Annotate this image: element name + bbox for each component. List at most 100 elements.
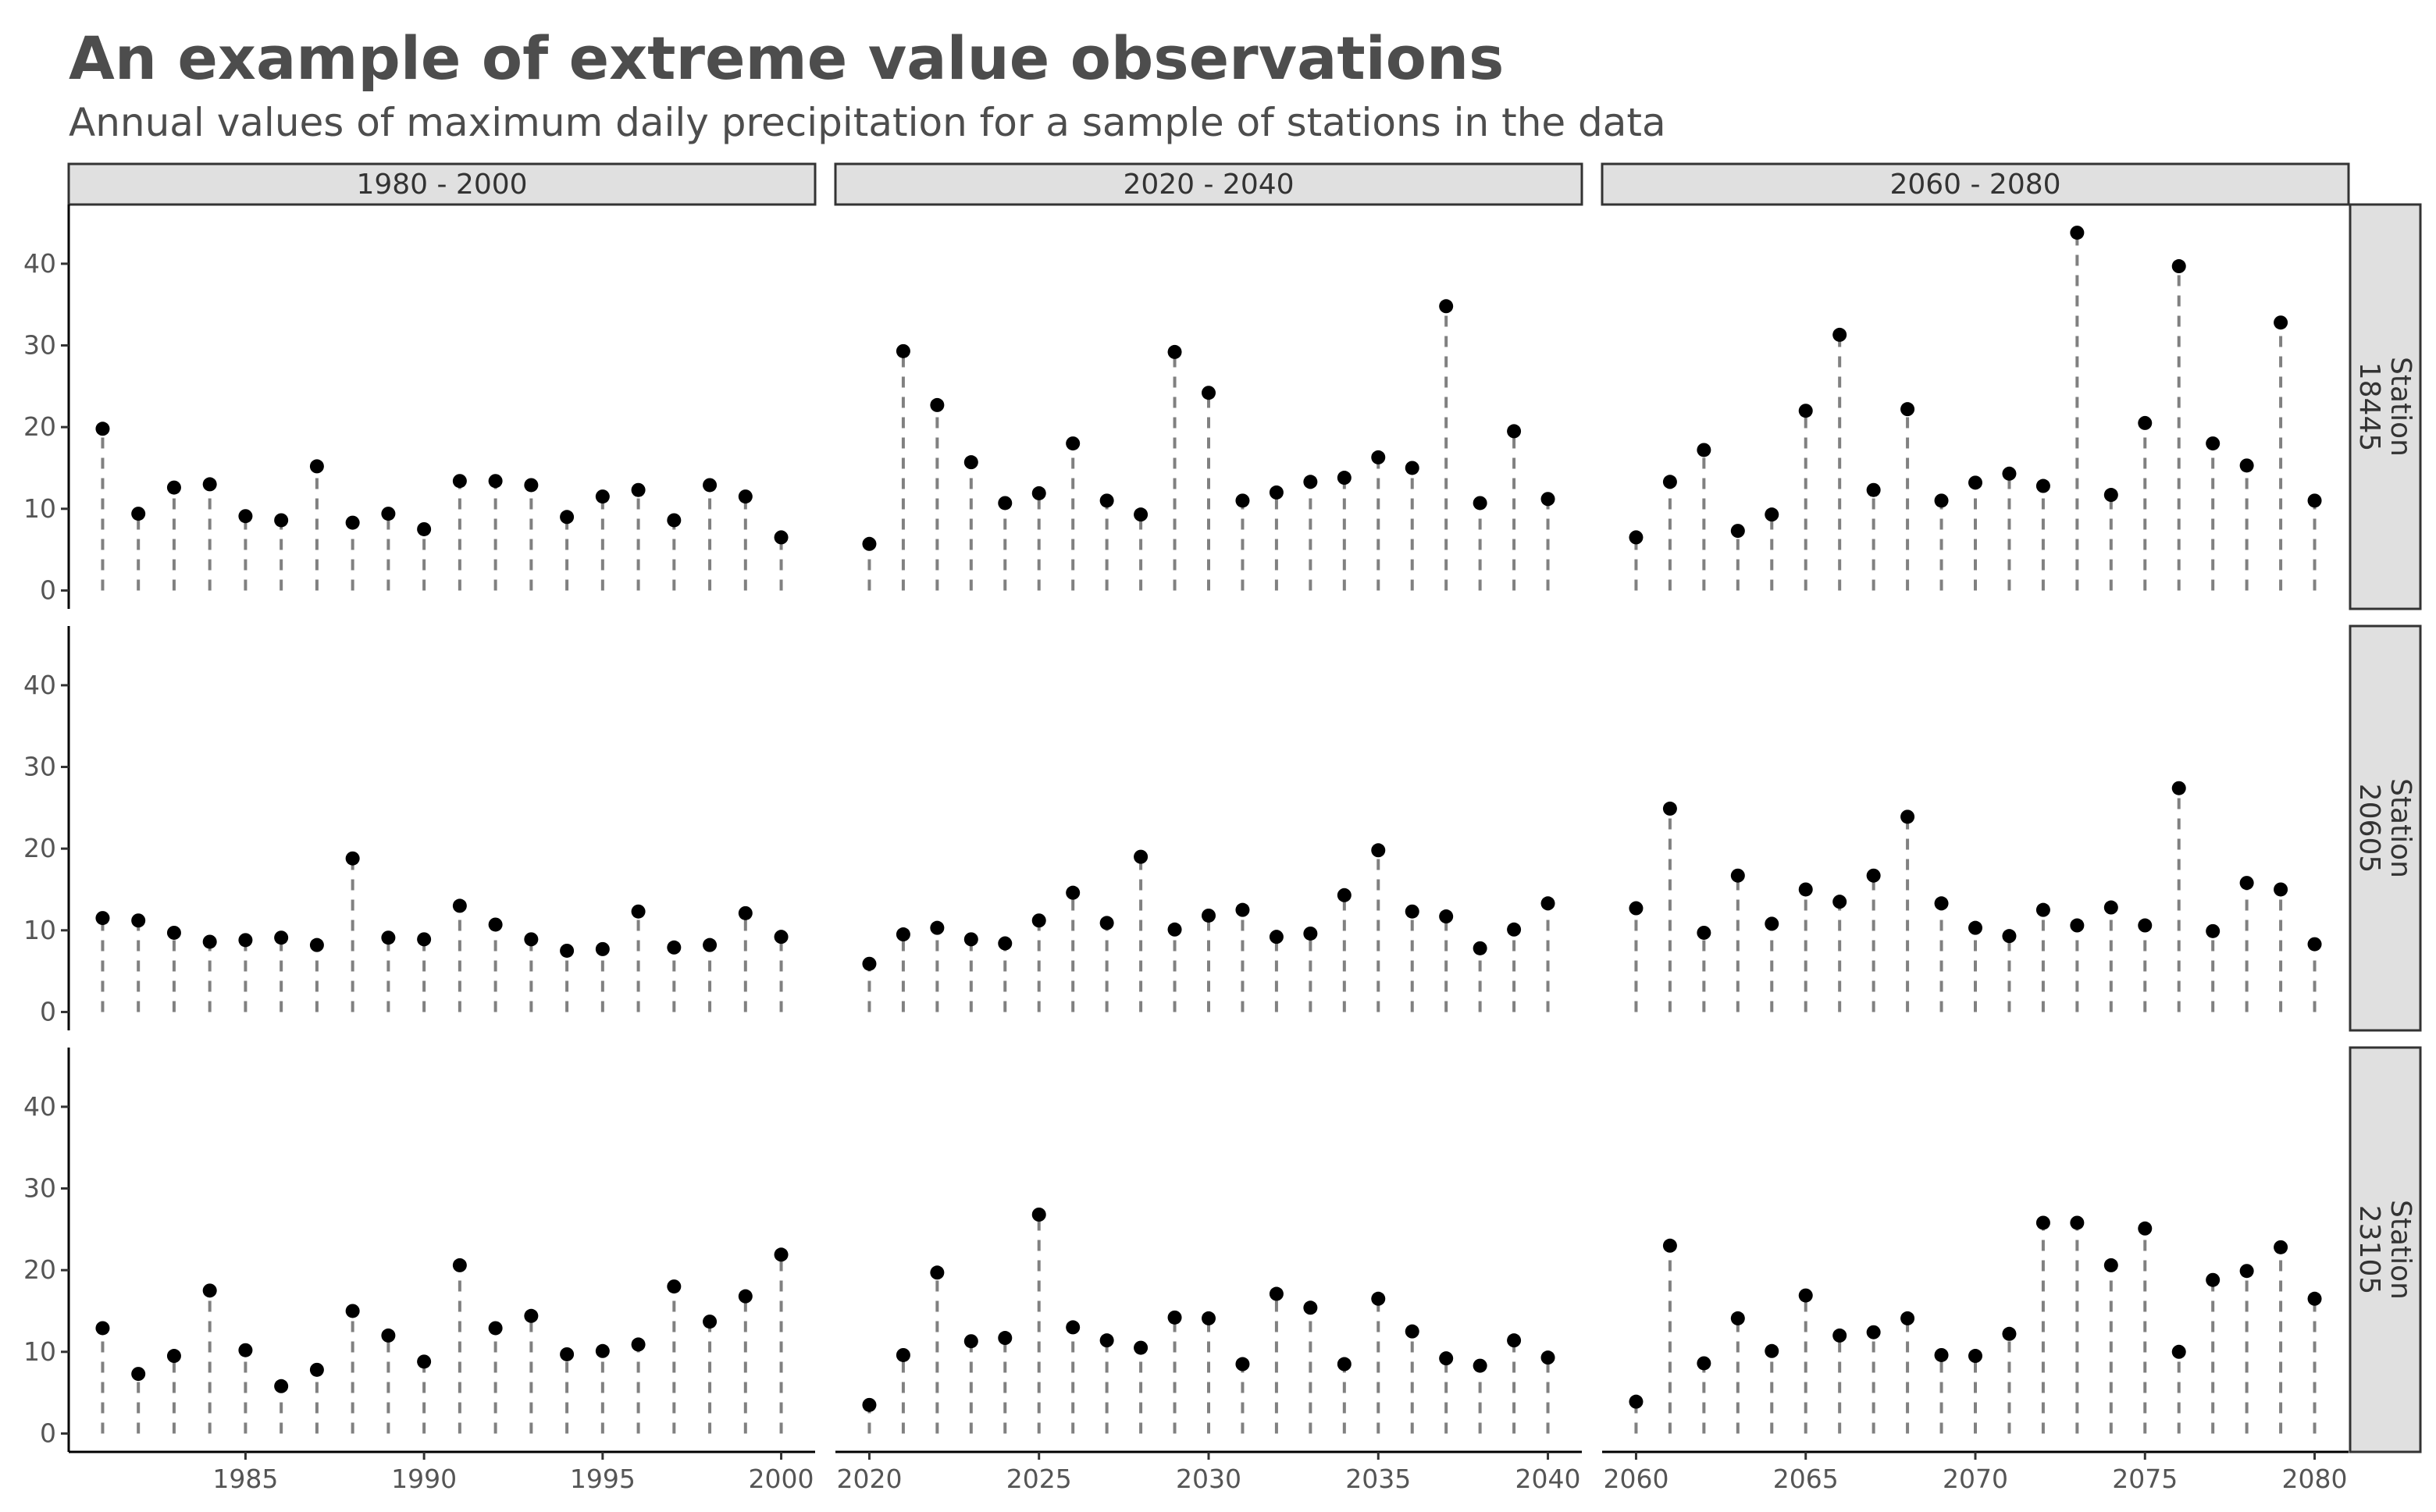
y-axis-tick-label: 40 <box>23 670 56 700</box>
data-point <box>1303 475 1318 489</box>
data-point <box>1832 895 1847 909</box>
data-point <box>2171 1344 2186 1359</box>
data-point <box>381 1328 396 1343</box>
data-point <box>1269 1286 1284 1301</box>
data-point <box>345 515 360 530</box>
data-point <box>1507 1333 1522 1348</box>
data-point <box>417 521 432 536</box>
data-point <box>1303 1300 1318 1315</box>
data-point <box>560 943 575 958</box>
facet-strip-column <box>67 162 817 206</box>
y-axis-tick-label: 20 <box>23 411 56 442</box>
data-point <box>1900 402 1915 417</box>
data-point <box>2239 876 2254 891</box>
facet-strip-column <box>1601 162 2350 206</box>
data-point <box>2138 918 2153 933</box>
data-point <box>309 459 324 474</box>
data-point <box>2138 1221 2153 1236</box>
data-point <box>1765 916 1779 931</box>
facet-strip-row <box>2349 203 2422 610</box>
data-point <box>1765 507 1779 522</box>
data-point <box>1629 901 1644 916</box>
data-point <box>95 1321 110 1336</box>
data-point <box>1697 1356 1711 1371</box>
data-point <box>131 913 146 928</box>
x-axis-tick-label: 1990 <box>391 1464 457 1494</box>
data-point <box>381 507 396 521</box>
data-point <box>1337 471 1352 486</box>
data-point <box>1371 843 1386 858</box>
data-point <box>202 477 217 492</box>
data-point <box>2171 259 2186 274</box>
data-point <box>1798 404 1813 418</box>
data-point <box>1134 1340 1149 1355</box>
data-point <box>2171 781 2186 795</box>
data-point <box>631 904 646 919</box>
data-point <box>1629 530 1644 545</box>
x-axis-tick-label: 2030 <box>1176 1464 1241 1494</box>
data-point <box>1031 486 1046 500</box>
facet-strip-row <box>2349 624 2422 1032</box>
data-point <box>238 1343 253 1357</box>
data-point <box>1235 493 1250 508</box>
data-point <box>1662 475 1677 489</box>
data-point <box>95 911 110 926</box>
data-point <box>1202 1311 1216 1325</box>
data-point <box>1337 1357 1352 1371</box>
data-point <box>998 496 1013 511</box>
data-point <box>274 930 289 945</box>
data-point <box>488 474 503 489</box>
data-point <box>452 898 467 913</box>
data-point <box>1540 492 1555 507</box>
data-point <box>1371 450 1386 464</box>
data-point <box>1662 801 1677 816</box>
data-point <box>1934 896 1949 911</box>
data-point <box>2239 458 2254 473</box>
data-point <box>1765 1343 1779 1358</box>
data-point <box>595 489 610 504</box>
data-point <box>1540 1350 1555 1365</box>
data-point <box>560 1347 575 1361</box>
facet-strip-row-label-line: 20605 <box>2353 784 2385 873</box>
data-point <box>1866 868 1881 883</box>
data-point <box>524 1308 539 1323</box>
data-point <box>1507 922 1522 937</box>
data-point <box>2070 1215 2085 1230</box>
facet-strip-row-label-line: 18445 <box>2353 362 2385 452</box>
data-point <box>774 1247 789 1262</box>
data-point <box>2239 1264 2254 1279</box>
data-point <box>862 956 877 971</box>
data-point <box>1662 1238 1677 1253</box>
x-axis-tick-label: 2065 <box>1773 1464 1839 1494</box>
data-point <box>1099 493 1114 508</box>
x-axis-tick-label: 2075 <box>2112 1464 2178 1494</box>
data-point <box>238 933 253 948</box>
x-axis-tick-label: 2060 <box>1603 1464 1669 1494</box>
data-point <box>862 536 877 551</box>
data-point <box>1066 885 1081 900</box>
data-point <box>1235 1357 1250 1371</box>
data-point <box>631 482 646 497</box>
data-point <box>2138 415 2153 430</box>
facet-strip-row-label-line: Station <box>2384 357 2416 457</box>
data-point <box>2206 923 2221 938</box>
data-point <box>1337 888 1352 902</box>
facet-strip-label: 2020 - 2040 <box>1123 169 1294 201</box>
data-point <box>631 1337 646 1352</box>
y-axis-tick-label: 40 <box>23 1091 56 1122</box>
data-point <box>524 932 539 947</box>
data-point <box>930 920 945 935</box>
data-point <box>1798 882 1813 897</box>
y-axis-tick-label: 40 <box>23 248 56 279</box>
data-point <box>1439 909 1454 924</box>
data-point <box>202 934 217 949</box>
data-point <box>1439 1351 1454 1366</box>
data-point <box>1099 916 1114 930</box>
data-point <box>1405 1324 1419 1339</box>
data-point <box>1730 1311 1745 1325</box>
data-point <box>1866 1325 1881 1339</box>
data-point <box>2274 882 2288 897</box>
